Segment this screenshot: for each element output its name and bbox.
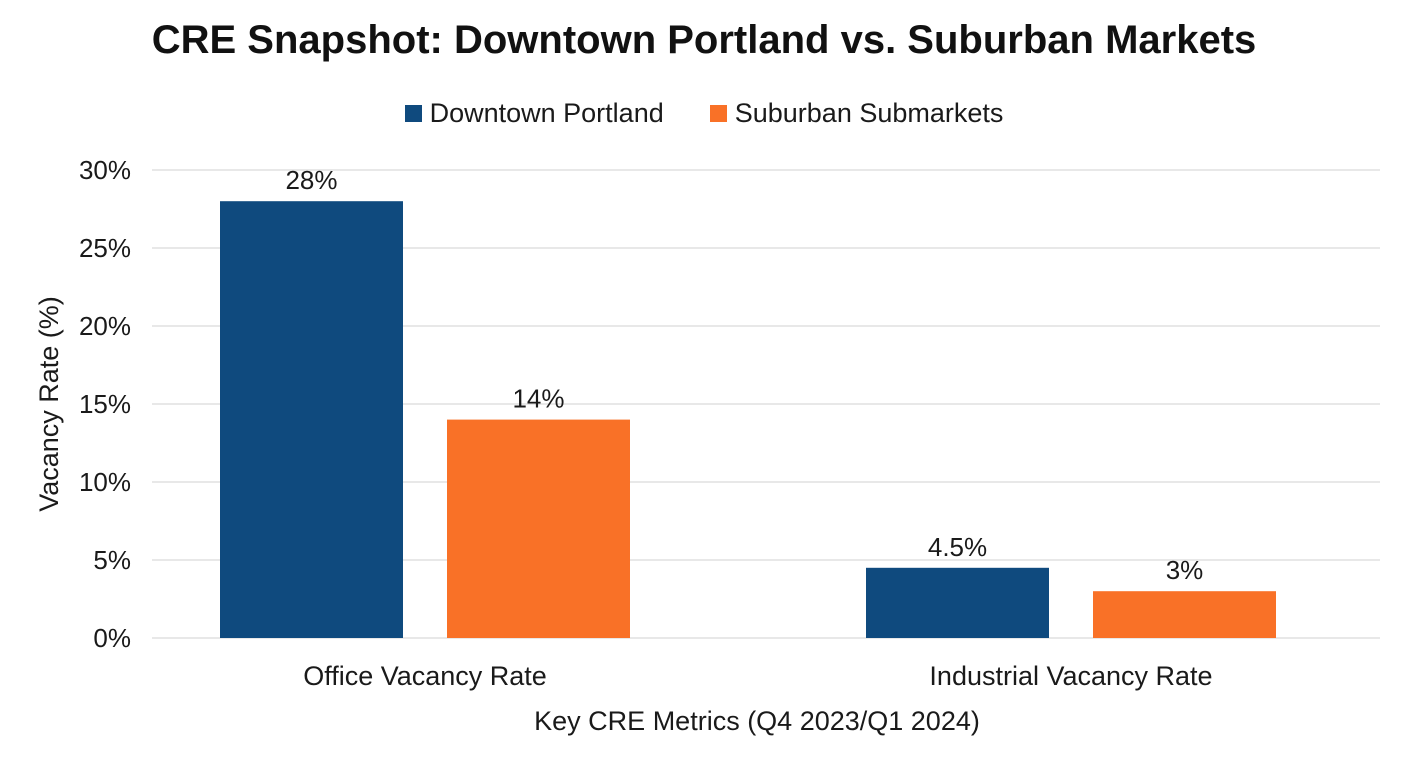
x-tick-label: Industrial Vacancy Rate <box>929 661 1212 691</box>
y-tick-label: 5% <box>93 545 131 575</box>
legend-label-suburban: Suburban Submarkets <box>734 98 1004 128</box>
bar-value-label: 4.5% <box>928 532 987 562</box>
x-tick-label: Office Vacancy Rate <box>303 661 547 691</box>
bar-value-label: 3% <box>1166 555 1204 585</box>
legend: Downtown Portland Suburban Submarkets <box>0 98 1408 129</box>
y-tick-label: 25% <box>79 233 131 263</box>
y-tick-label: 30% <box>79 155 131 185</box>
bar <box>1093 591 1276 638</box>
legend-label-downtown: Downtown Portland <box>429 98 664 128</box>
bars <box>220 201 1276 638</box>
bar-value-label: 28% <box>285 165 337 195</box>
bar-value-labels: 28% 14% 4.5% 3% <box>285 165 1203 585</box>
y-tick-label: 20% <box>79 311 131 341</box>
x-tick-labels: Office Vacancy Rate Industrial Vacancy Ra… <box>303 661 1212 691</box>
y-tick-labels: 0% 5% 10% 15% 20% 25% 30% <box>79 155 131 653</box>
legend-item-downtown: Downtown Portland <box>404 98 664 129</box>
legend-item-suburban: Suburban Submarkets <box>709 98 1004 129</box>
legend-swatch-suburban <box>709 105 727 122</box>
bar-value-label: 14% <box>512 384 564 414</box>
y-tick-label: 10% <box>79 467 131 497</box>
y-axis-label: Vacancy Rate (%) <box>34 296 64 512</box>
bar <box>866 567 1049 638</box>
bar <box>220 201 403 638</box>
chart-title: CRE Snapshot: Downtown Portland vs. Subu… <box>151 18 1257 62</box>
legend-swatch-downtown <box>404 105 422 122</box>
x-axis-label: Key CRE Metrics (Q4 2023/Q1 2024) <box>534 706 980 736</box>
bar <box>447 419 630 638</box>
y-tick-label: 0% <box>93 623 131 653</box>
y-tick-label: 15% <box>79 389 131 419</box>
